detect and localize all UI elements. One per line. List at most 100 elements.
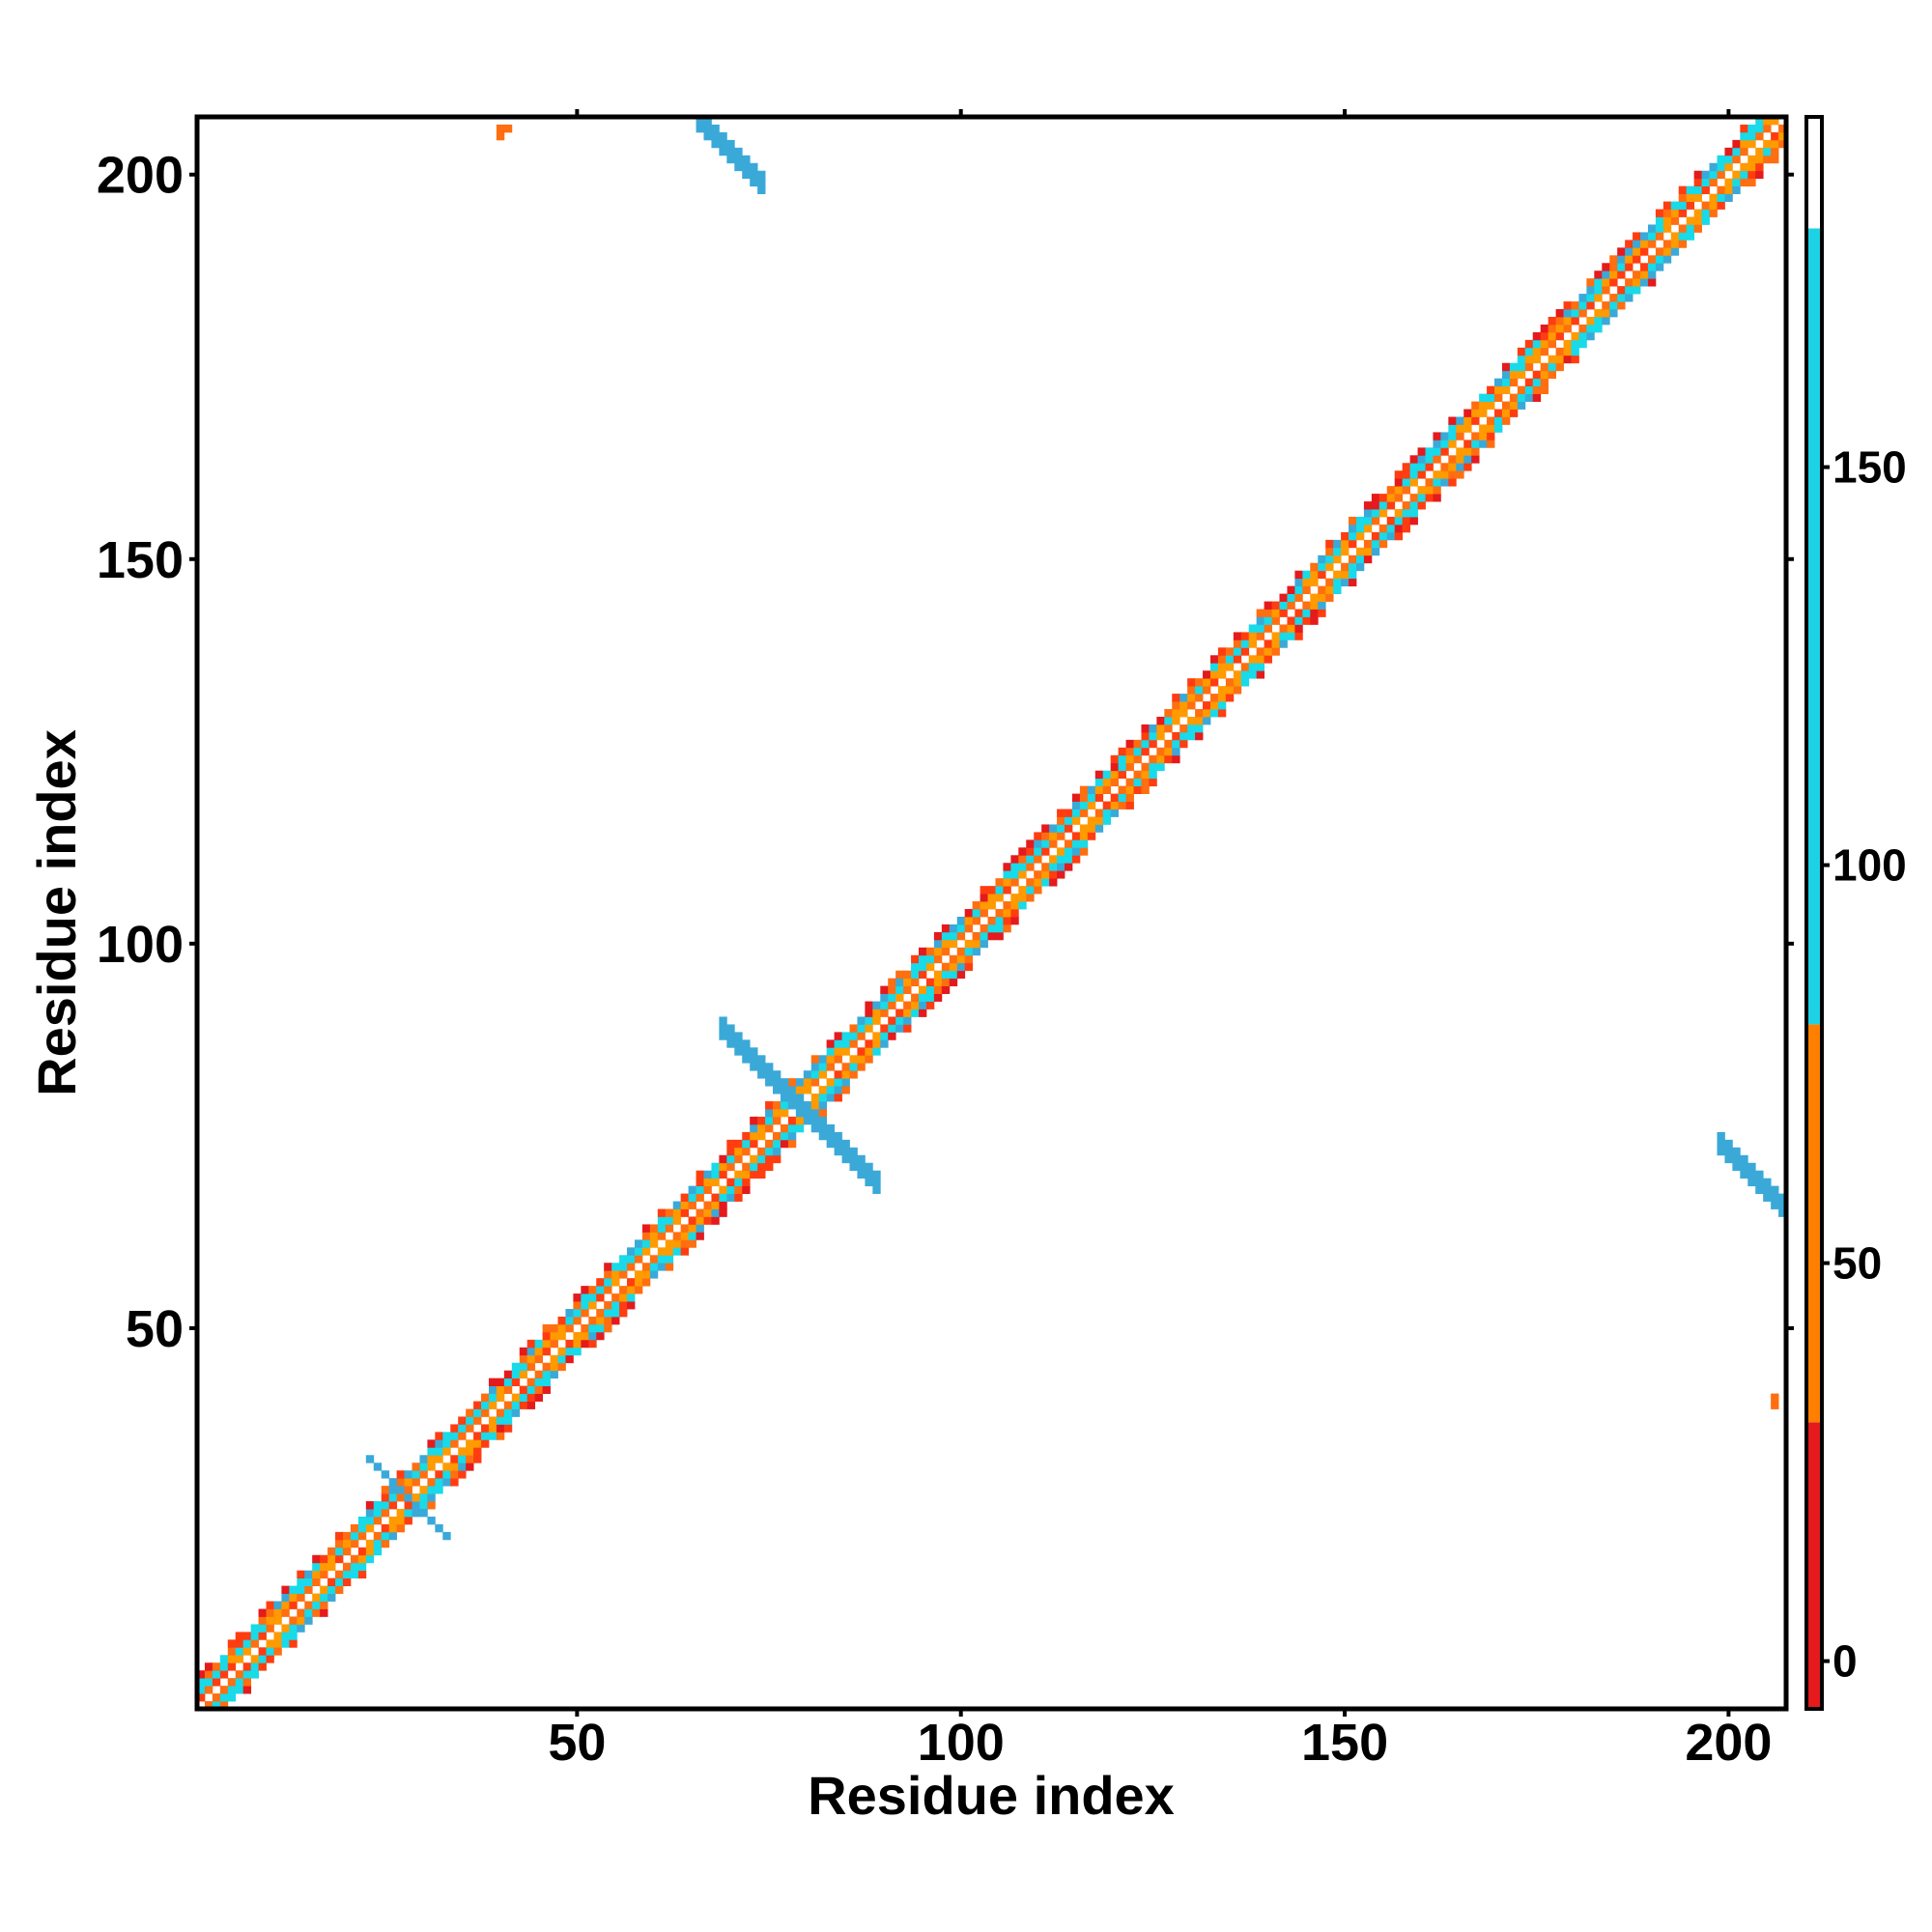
heatmap-cell <box>419 1509 428 1518</box>
heatmap-cell <box>872 1016 881 1025</box>
heatmap-cell <box>803 1070 812 1079</box>
heatmap-cell <box>688 1224 696 1233</box>
heatmap-cell <box>1125 739 1134 749</box>
heatmap-cell <box>396 1516 405 1525</box>
heatmap-cell <box>1755 162 1764 172</box>
heatmap-cell <box>711 124 720 133</box>
heatmap-cell <box>1371 494 1380 502</box>
heatmap-cell <box>1149 778 1157 787</box>
heatmap-cell <box>1771 1201 1779 1209</box>
heatmap-cell <box>1240 663 1250 671</box>
heatmap-cell <box>596 1323 605 1333</box>
plot-frame <box>194 114 1789 1712</box>
heatmap-cell <box>972 909 980 918</box>
heatmap-cell <box>458 1463 467 1471</box>
heatmap-cell <box>242 1632 252 1640</box>
heatmap-cell <box>933 954 943 964</box>
heatmap-cell <box>810 1078 820 1087</box>
heatmap-cell <box>703 1208 712 1217</box>
heatmap-cell <box>903 985 912 994</box>
colorbar-band <box>1808 117 1820 229</box>
heatmap-cell <box>1724 185 1733 195</box>
heatmap-cell <box>304 1608 313 1617</box>
heatmap-cell <box>1594 278 1603 287</box>
heatmap-cell <box>503 124 513 133</box>
heatmap-cell <box>719 139 727 149</box>
heatmap-cell <box>1172 754 1180 764</box>
heatmap-cell <box>880 1001 889 1009</box>
heatmap-cell <box>496 1385 505 1394</box>
heatmap-cell <box>404 1516 412 1525</box>
heatmap-cell <box>703 1201 712 1209</box>
heatmap-cell <box>1548 362 1556 372</box>
heatmap-cell <box>1425 486 1434 495</box>
heatmap-cell <box>1026 863 1035 871</box>
heatmap-cell <box>956 954 966 964</box>
heatmap-cell <box>573 1301 582 1310</box>
heatmap-cell <box>573 1339 582 1349</box>
heatmap-cell <box>1448 440 1457 448</box>
heatmap-cell <box>1433 447 1441 456</box>
heatmap-cell <box>641 1247 651 1256</box>
heatmap-cell <box>688 1239 696 1248</box>
heatmap-cell <box>1548 324 1556 333</box>
heatmap-cell <box>1517 370 1526 380</box>
heatmap-cell <box>1256 632 1265 640</box>
heatmap-cell <box>834 1039 842 1048</box>
heatmap-cell <box>742 1139 751 1149</box>
heatmap-cell <box>703 131 712 141</box>
heatmap-cell <box>1463 416 1472 425</box>
heatmap-cell <box>980 901 988 910</box>
heatmap-cell <box>273 1616 282 1625</box>
heatmap-cell <box>435 1439 443 1448</box>
heatmap-cell <box>1633 255 1641 264</box>
heatmap-cell <box>242 1678 252 1687</box>
heatmap-cell <box>581 1331 589 1341</box>
heatmap-cell <box>1310 578 1319 587</box>
heatmap-cell <box>1724 1147 1733 1156</box>
colorbar-band <box>1808 1422 1820 1709</box>
heatmap-cell <box>941 931 951 941</box>
heatmap-cell <box>1057 863 1065 871</box>
heatmap-cell <box>1724 193 1733 202</box>
heatmap-cell <box>765 1162 774 1172</box>
heatmap-cell <box>865 1055 873 1064</box>
heatmap-cell <box>1417 455 1426 464</box>
heatmap-cell <box>1248 632 1258 640</box>
heatmap-cell <box>949 954 958 964</box>
heatmap-cell <box>297 1577 305 1587</box>
heatmap-cell <box>1087 793 1096 802</box>
heatmap-cell <box>1125 754 1134 764</box>
heatmap-cell <box>1225 655 1235 664</box>
heatmap-cell <box>327 1547 336 1556</box>
heatmap-cell <box>250 1670 259 1679</box>
heatmap-cell <box>1094 824 1104 833</box>
heatmap-cell <box>1778 1193 1787 1202</box>
heatmap-cell <box>1310 570 1319 580</box>
heatmap-cell <box>1256 670 1265 679</box>
heatmap-cell <box>466 1447 474 1456</box>
heatmap-cell <box>925 947 935 956</box>
heatmap-cell <box>235 1632 244 1640</box>
heatmap-cell <box>1094 809 1104 817</box>
heatmap-cell <box>956 947 966 956</box>
heatmap-cell <box>581 1339 589 1349</box>
heatmap-cell <box>964 954 974 964</box>
heatmap-cell <box>941 939 951 949</box>
heatmap-cell <box>1118 770 1126 780</box>
heatmap-cell <box>972 901 980 910</box>
heatmap-cell <box>1010 863 1019 871</box>
heatmap-cell <box>1094 770 1104 780</box>
heatmap-cell <box>1394 494 1404 502</box>
heatmap-cell <box>1310 616 1319 625</box>
heatmap-cell <box>773 1131 781 1141</box>
heatmap-cell <box>1709 162 1718 172</box>
heatmap-cell <box>849 1063 858 1071</box>
heatmap-cell <box>304 1601 313 1609</box>
heatmap-cell <box>1717 162 1725 172</box>
heatmap-cell <box>273 1608 282 1617</box>
heatmap-cell <box>1763 124 1772 133</box>
heatmap-cell <box>427 1447 436 1456</box>
heatmap-cell <box>1209 670 1219 679</box>
heatmap-cell <box>1125 747 1134 756</box>
